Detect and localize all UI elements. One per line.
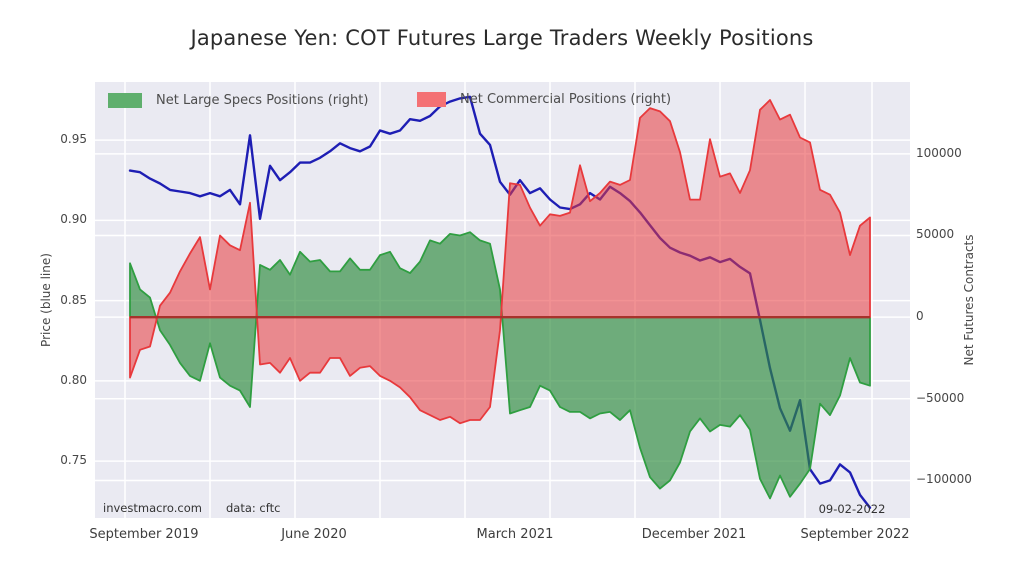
x-tick: September 2022 <box>800 527 910 542</box>
right-axis-title: Net Futures Contracts <box>962 234 976 366</box>
chart-canvas <box>95 82 910 518</box>
legend-item-commercials: Net Commercial Positions (right) <box>417 90 671 108</box>
legend-label-commercials: Net Commercial Positions (right) <box>460 91 672 107</box>
chart-title: Japanese Yen: COT Futures Large Traders … <box>190 26 814 50</box>
y-right-tick: −50000 <box>916 390 965 405</box>
legend-item-specs: Net Large Specs Positions (right) <box>108 91 368 109</box>
y-left-tick: 0.75 <box>60 453 87 468</box>
y-left-tick: 0.95 <box>60 132 87 147</box>
y-left-tick: 0.80 <box>60 372 87 387</box>
y-right-tick: 100000 <box>916 145 962 160</box>
specs-area <box>129 231 871 500</box>
y-left-tick: 0.85 <box>60 292 87 307</box>
x-tick: December 2021 <box>641 527 747 542</box>
legend-label-specs: Net Large Specs Positions (right) <box>156 92 369 108</box>
y-right-tick: 50000 <box>916 227 955 242</box>
y-left-tick: 0.90 <box>60 212 87 227</box>
plot-area: Net Large Specs Positions (right) Net Co… <box>95 82 910 518</box>
data-source-text: data: cftc <box>226 501 281 515</box>
x-tick: March 2021 <box>476 527 554 542</box>
x-tick: September 2019 <box>89 527 199 542</box>
x-tick: June 2020 <box>281 527 347 542</box>
watermark-text: investmacro.com <box>103 501 202 515</box>
y-right-tick: 0 <box>916 309 924 324</box>
y-right-tick: −100000 <box>916 472 972 487</box>
commercials-legend-swatch-icon <box>417 91 446 107</box>
last-date-annotation: 09-02-2022 <box>818 502 886 516</box>
commercials-area <box>129 99 871 425</box>
specs-legend-swatch-icon <box>108 92 142 108</box>
